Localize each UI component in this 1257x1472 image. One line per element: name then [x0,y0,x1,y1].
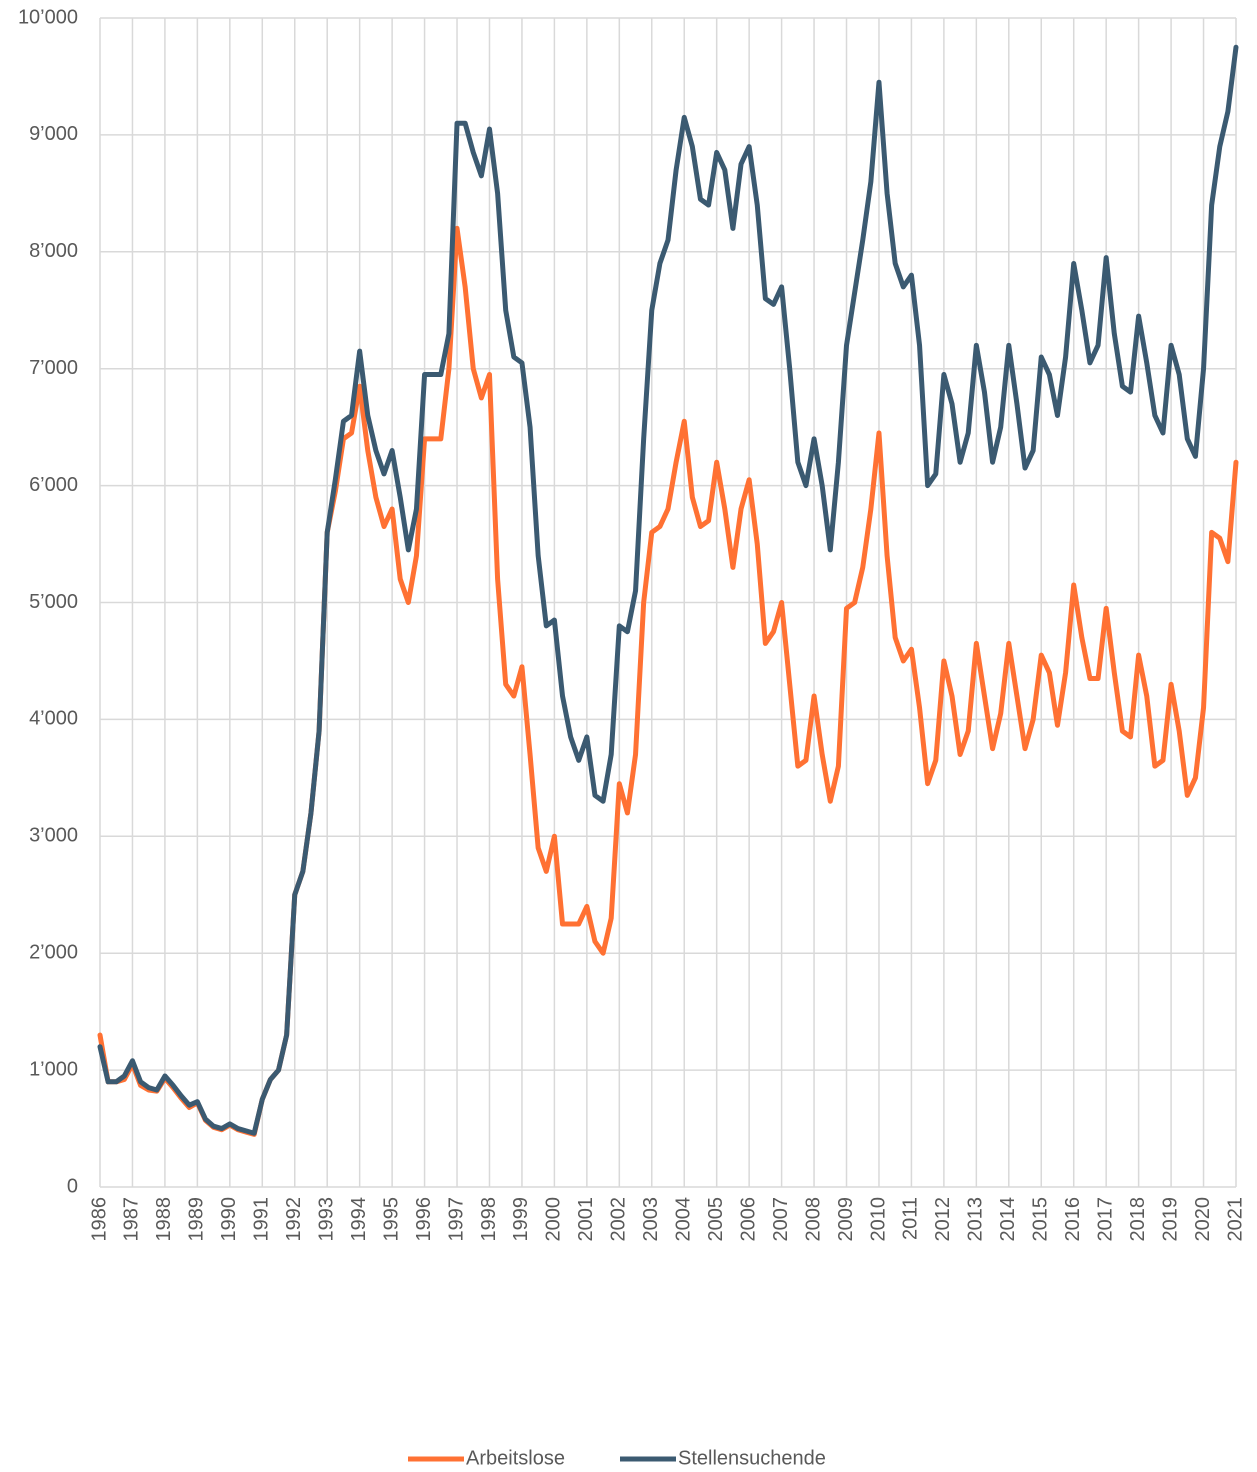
x-tick-label: 2005 [705,1197,727,1242]
x-tick-label: 2006 [737,1197,759,1242]
x-tick-label: 1991 [251,1197,273,1242]
series-line [97,44,1239,1136]
x-tick-label: 1997 [445,1197,467,1242]
y-tick-label: 1’000 [29,1058,78,1080]
y-tick-label: 5’000 [29,591,78,613]
x-tick-label: 2011 [900,1197,922,1240]
y-tick-label: 7’000 [29,357,78,379]
x-tick-label: 2002 [608,1197,630,1242]
x-tick-label: 1992 [283,1197,305,1242]
x-tick-label: 2001 [575,1197,597,1242]
x-tick-label: 1998 [478,1197,500,1242]
x-tick-label: 2012 [932,1197,954,1242]
x-tick-label: 2015 [1030,1197,1052,1242]
y-tick-label: 0 [67,1175,78,1197]
x-tick-label: 2018 [1127,1197,1149,1242]
y-tick-label: 4’000 [29,708,78,730]
x-tick-label: 1994 [348,1197,370,1242]
x-tick-label: 1987 [121,1197,143,1242]
x-tick-label: 2013 [965,1197,987,1242]
x-tick-label: 2008 [802,1197,824,1242]
y-tick-label: 2’000 [29,941,78,963]
x-tick-label: 2021 [1224,1197,1246,1242]
y-tick-label: 6’000 [29,474,78,496]
y-tick-label: 9’000 [29,123,78,145]
legend-label: Arbeitslose [466,1447,565,1469]
x-tick-label: 1995 [380,1197,402,1242]
x-tick-label: 2004 [673,1197,695,1242]
x-tick-label: 1988 [153,1197,175,1242]
y-tick-label: 8’000 [29,240,78,262]
x-tick-label: 2016 [1062,1197,1084,1242]
x-tick-label: 1999 [510,1197,532,1242]
x-tick-label: 2009 [835,1197,857,1242]
x-tick-label: 2000 [543,1197,565,1242]
x-tick-label: 2020 [1192,1197,1214,1242]
x-tick-label: 2014 [997,1197,1019,1242]
x-tick-label: 1986 [88,1197,110,1242]
y-tick-label: 3’000 [29,825,78,847]
x-tick-label: 1996 [413,1197,435,1242]
y-tick-label: 10’000 [18,6,78,28]
x-tick-label: 1990 [218,1197,240,1242]
x-tick-label: 1993 [315,1197,337,1242]
x-tick-label: 2007 [770,1197,792,1242]
legend-label: Stellensuchende [678,1447,826,1469]
x-tick-label: 2017 [1094,1197,1116,1242]
x-tick-label: 2010 [867,1197,889,1242]
x-tick-label: 2019 [1159,1197,1181,1242]
x-tick-label: 2003 [640,1197,662,1242]
x-tick-label: 1989 [186,1197,208,1242]
